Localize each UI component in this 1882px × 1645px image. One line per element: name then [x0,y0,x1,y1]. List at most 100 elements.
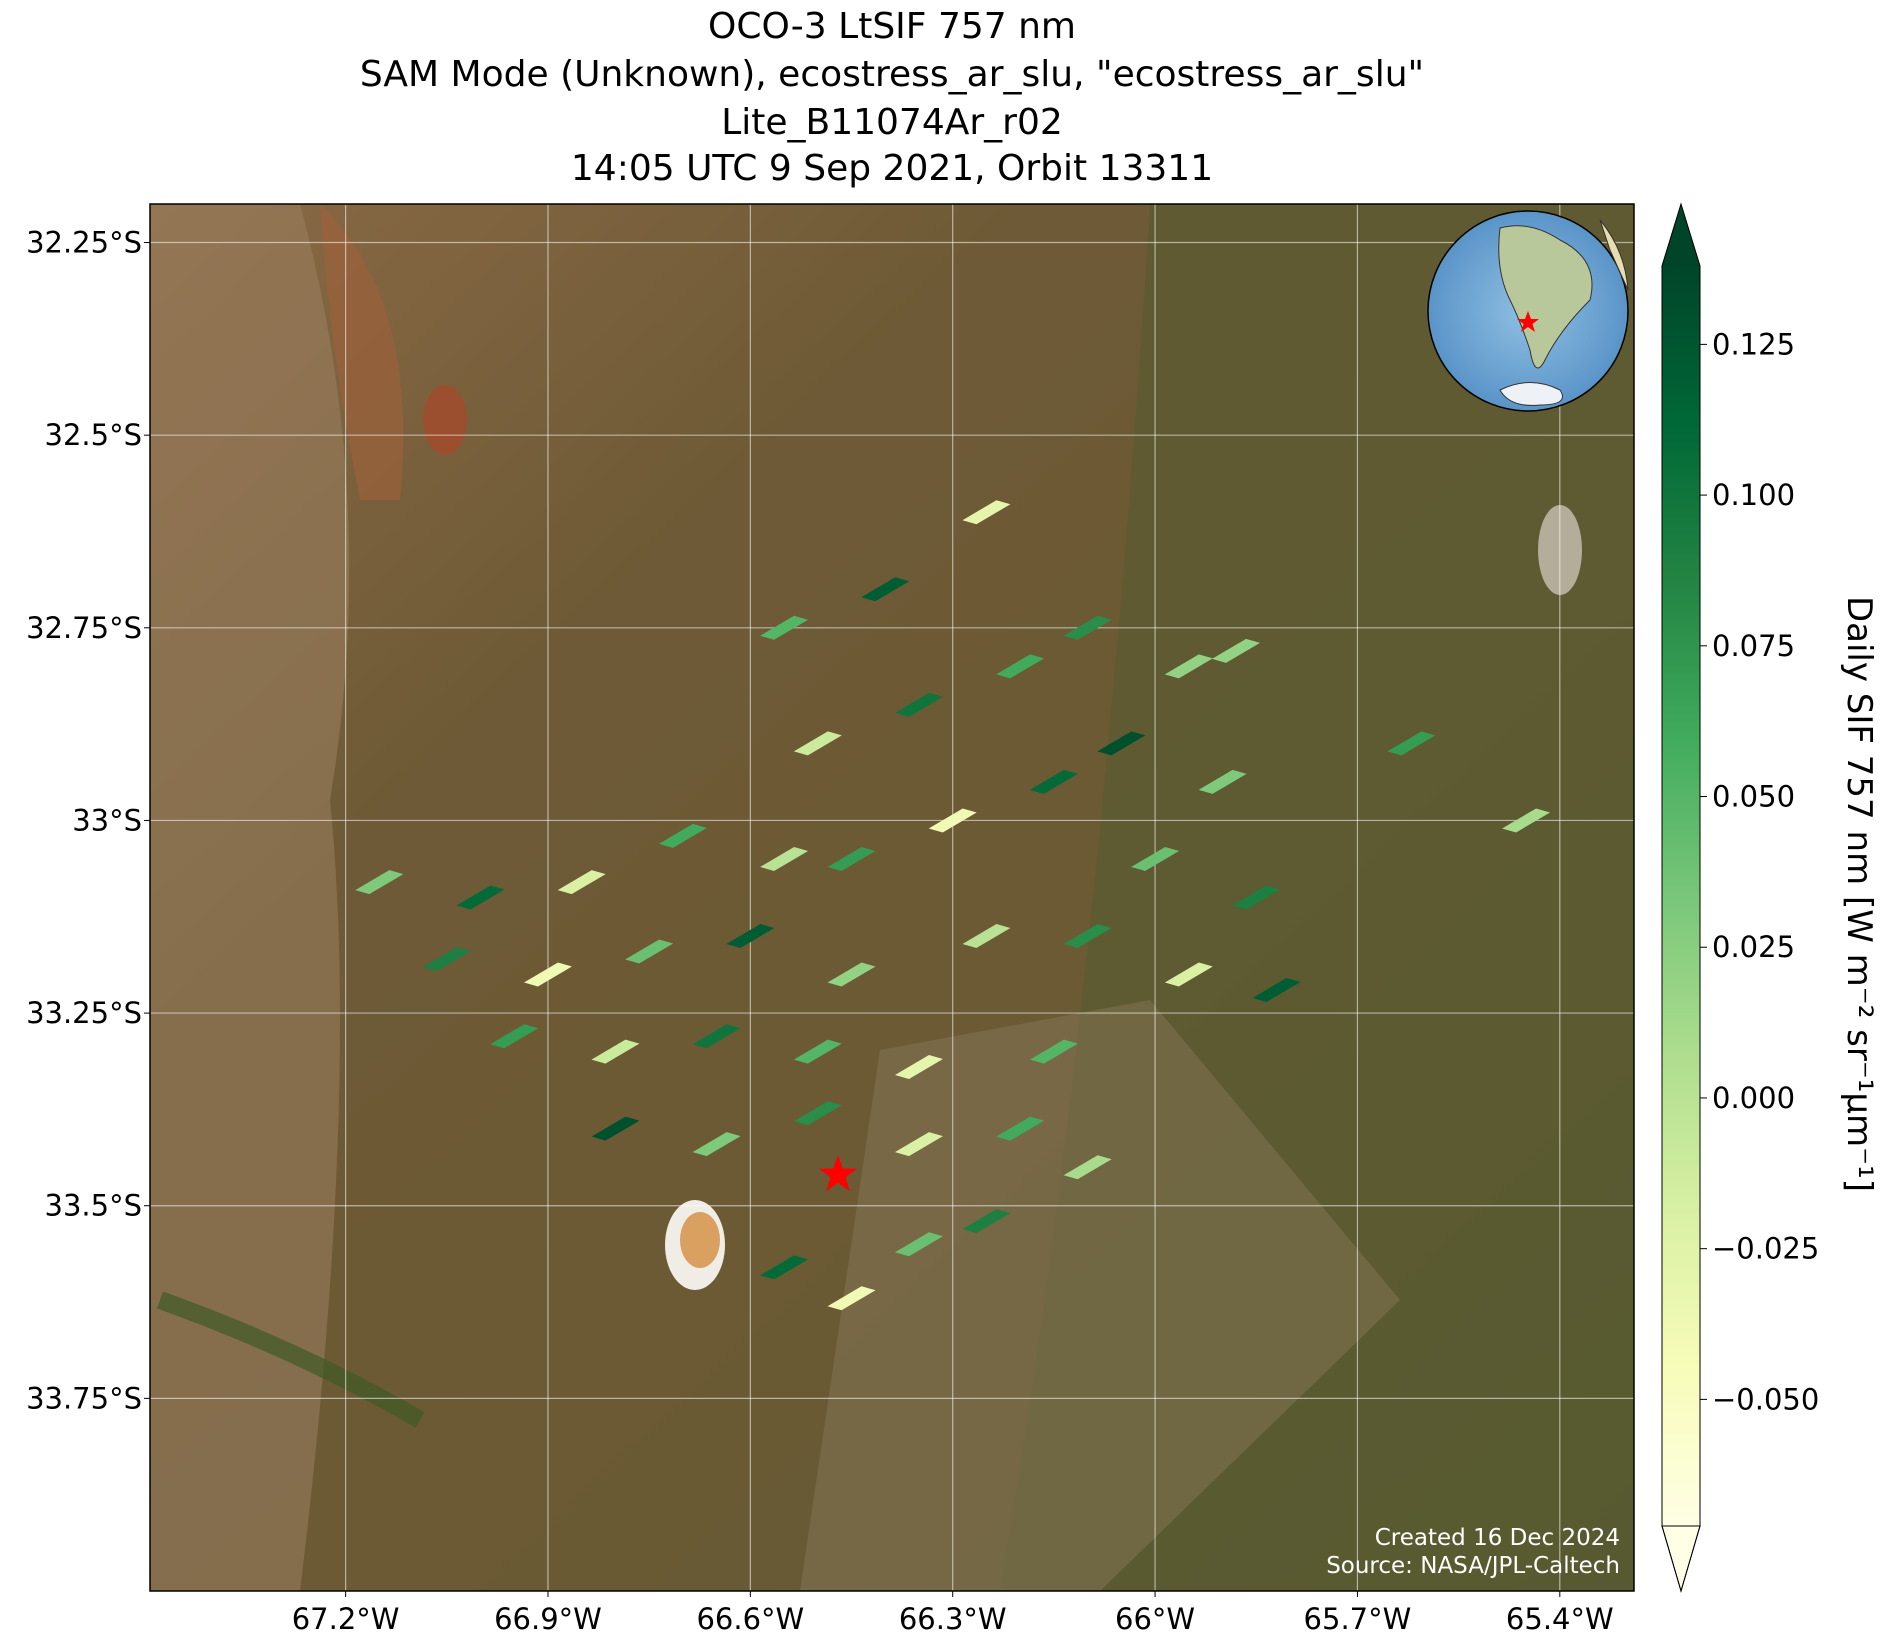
colorbar-tick-label: 0.050 [1712,780,1795,814]
terrain [320,204,404,500]
sif-cell [962,1209,1011,1234]
x-tick-label: 66.9°W [494,1602,602,1636]
sif-cell [894,1232,943,1257]
sif-cell [1232,885,1281,910]
sif-cell [894,1055,943,1080]
sif-cell [490,1024,539,1049]
colorbar-tick-label: −0.025 [1712,1232,1819,1266]
colorbar-label: Daily SIF 757 nm [W m⁻² sr⁻¹µm⁻¹] [1839,596,1879,1192]
sif-cell [827,1286,876,1311]
sif-cell [1387,731,1436,756]
colorbar-tick-label: −0.050 [1712,1382,1819,1416]
basemap [150,204,1634,1591]
sif-cell [692,1132,741,1157]
title: OCO-3 LtSIF 757 nm SAM Mode (Unknown), e… [360,6,1424,189]
colorbar-tick-label: 0.025 [1712,930,1795,964]
target-marker [819,1154,858,1192]
sif-cell [422,947,471,972]
terrain [1000,204,1634,1591]
title-line: 14:05 UTC 9 Sep 2021, Orbit 13311 [571,148,1213,189]
sif-cell [591,1039,640,1064]
title-line: Lite_B11074Ar_r02 [721,102,1063,143]
title-line: SAM Mode (Unknown), ecostress_ar_slu, "e… [360,54,1424,95]
sif-cell [760,615,809,640]
terrain [150,204,350,1591]
globe-inset [1427,210,1629,412]
globe-marker [1517,311,1539,332]
x-tick-label: 66°W [1115,1602,1195,1636]
x-tick-label: 66.3°W [899,1602,1007,1636]
sif-cell [557,870,606,895]
continent [1599,219,1629,291]
sif-cell [793,731,842,756]
sif-cell [962,924,1011,949]
sif-cell [760,1255,809,1280]
sif-cell [1029,1039,1078,1064]
colorbar-extend [1661,1525,1701,1593]
y-tick-label: 32.5°S [45,418,142,452]
sif-cell [1063,924,1112,949]
sif-cell [1164,654,1213,679]
salt-lake [680,1212,720,1268]
vegetation [156,1291,425,1428]
sif-cells [355,500,1551,1311]
colorbar-tick-label: 0.125 [1712,327,1795,361]
sif-cell [1029,769,1078,794]
sif-cell [894,692,943,717]
sif-cell [456,885,505,910]
farmland [800,1000,1400,1591]
sif-cell [1198,769,1247,794]
sif-cell [827,962,876,987]
sif-cell [625,939,674,964]
sif-cell [760,846,809,871]
sif-cell [827,846,876,871]
x-tick-label: 65.7°W [1304,1602,1412,1636]
colorbar-tick-label: 0.075 [1712,629,1795,663]
x-tick-label: 65.4°W [1506,1602,1614,1636]
sif-cell [793,1101,842,1126]
sif-cell [1502,808,1551,833]
title-line: OCO-3 LtSIF 757 nm [708,6,1076,47]
map-frame [149,203,1635,1592]
graticule [150,204,1634,1591]
y-tick-label: 33°S [72,803,142,837]
terrain [423,385,467,455]
sif-cell [996,654,1045,679]
sif-cell [1212,638,1261,663]
colorbar-tick-label: 0.000 [1712,1081,1795,1115]
colorbar-tick-label: 0.100 [1712,478,1795,512]
sif-cell [894,1132,943,1157]
sif-cell [1063,1155,1112,1180]
sif-cell [658,823,707,848]
sif-cell [928,808,977,833]
y-tick-label: 32.25°S [26,226,142,260]
colorbar-outline [1661,202,1701,1593]
y-tick-label: 33.75°S [26,1381,142,1415]
credit: Source: NASA/JPL-Caltech [1326,1553,1620,1579]
credit: Created 16 Dec 2024 [1375,1525,1620,1551]
sif-cell [692,1024,741,1049]
y-tick-label: 32.75°S [26,611,142,645]
sif-cell [1063,615,1112,640]
continent [1498,225,1593,369]
colorbar: 0.125 0.100 0.075 0.050 0.025 0.000 −0.025 −0.0… [1661,202,1819,1593]
sif-cell [523,962,572,987]
sif-cell [355,870,404,895]
continent [1499,382,1563,406]
sif-cell [1164,962,1213,987]
y-tick-label: 33.5°S [45,1189,142,1223]
sif-cell [861,577,910,602]
colorbar-body [1662,266,1700,1526]
sif-cell [996,1116,1045,1141]
sif-cell [726,924,775,949]
y-tick-label: 33.25°S [26,996,142,1030]
x-tick-label: 66.6°W [696,1602,804,1636]
sif-cell [1131,846,1180,871]
colorbar-extend [1662,204,1700,266]
sif-cell [591,1116,640,1141]
sif-cell [793,1039,842,1064]
x-tick-label: 67.2°W [292,1602,400,1636]
sif-cell [1097,731,1146,756]
